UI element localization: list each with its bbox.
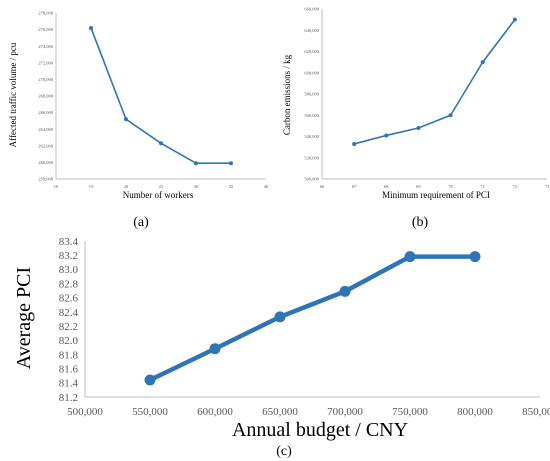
y-tick-label: 500,000 xyxy=(304,177,319,183)
y-tick-label: 260,000 xyxy=(38,160,53,166)
y-tick-label: 81.8 xyxy=(59,349,79,361)
x-tick-label: 550,000 xyxy=(132,406,168,418)
data-point xyxy=(339,285,351,297)
y-tick-label: 640,000 xyxy=(304,28,319,34)
y-tick-labels: 258,000 260,000 262,000 264,000 266,000 268,0… xyxy=(38,11,53,183)
y-tick-label: 580,000 xyxy=(304,92,319,98)
x-tick-label: 70 xyxy=(448,184,453,189)
x-axis-title: Annual budget / CNY xyxy=(232,419,408,441)
data-point xyxy=(416,126,421,130)
y-tick-label: 81.6 xyxy=(59,363,79,375)
y-tick-label: 560,000 xyxy=(304,113,319,119)
x-tick-label: 68 xyxy=(384,184,389,189)
y-tick-label: 266,000 xyxy=(38,110,53,116)
chart-c: 81.2 81.4 81.6 81.8 82.0 82.2 82.4 82.6 82.8 83.0… xyxy=(13,236,550,459)
x-tick-label: 650,000 xyxy=(262,406,298,418)
chart-b: 500,000 520,000 540,000 560,000 580,000 600,0… xyxy=(282,7,550,230)
x-tick-label: 700,000 xyxy=(327,406,363,418)
data-point xyxy=(229,161,233,166)
x-tick-label: 500,000 xyxy=(67,406,103,418)
y-tick-label: 600,000 xyxy=(304,70,319,76)
x-tick-label: 69 xyxy=(416,184,421,189)
y-tick-label: 81.2 xyxy=(59,392,78,404)
y-tick-label: 660,000 xyxy=(304,7,319,13)
data-point xyxy=(384,133,389,138)
y-tick-label: 258,000 xyxy=(38,177,53,183)
data-point xyxy=(144,374,156,386)
series-points xyxy=(144,251,481,386)
y-tick-label: 520,000 xyxy=(304,155,319,161)
caption-b: (b) xyxy=(412,215,429,230)
y-axis-title: Affected traffic volume / pcu xyxy=(8,42,18,147)
y-tick-label: 82.4 xyxy=(59,307,79,319)
y-tick-label: 272,000 xyxy=(38,60,53,66)
data-point xyxy=(124,117,128,122)
data-point xyxy=(159,141,163,146)
y-tick-label: 81.4 xyxy=(59,378,79,390)
data-point xyxy=(448,113,453,118)
y-axis-title: Average PCI xyxy=(13,267,35,369)
y-axis-title: Carbon emissions / kg xyxy=(282,54,292,135)
y-tick-label: 620,000 xyxy=(304,49,319,55)
series-points xyxy=(352,17,517,146)
y-tick-label: 82.8 xyxy=(59,278,79,290)
x-tick-labels: 10 15 20 25 30 35 40 xyxy=(54,184,269,189)
y-tick-label: 83.4 xyxy=(59,236,79,248)
x-tick-label: 71 xyxy=(480,184,485,189)
y-tick-label: 82.2 xyxy=(59,321,78,333)
x-tick-label: 73 xyxy=(545,184,550,189)
data-point xyxy=(209,343,221,355)
x-tick-label: 72 xyxy=(513,184,518,189)
caption-c: (c) xyxy=(276,444,292,459)
x-tick-label: 66 xyxy=(320,184,325,189)
y-tick-label: 82.6 xyxy=(59,293,79,305)
y-tick-labels: 81.2 81.4 81.6 81.8 82.0 82.2 82.4 82.6 82.8 83.0… xyxy=(59,236,79,404)
x-tick-label: 15 xyxy=(89,184,94,189)
series-line xyxy=(353,19,516,145)
x-tick-label: 25 xyxy=(159,184,164,189)
x-tick-label: 850,000 xyxy=(522,406,550,418)
data-point xyxy=(404,251,416,263)
x-tick-label: 67 xyxy=(352,184,357,189)
x-tick-label: 600,000 xyxy=(197,406,233,418)
x-tick-label: 35 xyxy=(229,184,234,189)
data-point xyxy=(194,161,198,166)
data-point xyxy=(89,25,93,30)
series-line xyxy=(149,254,475,383)
x-tick-label: 750,000 xyxy=(392,406,428,418)
x-tick-label: 30 xyxy=(194,184,199,189)
data-point xyxy=(469,251,481,263)
x-axis-title: Number of workers xyxy=(123,190,194,200)
x-axis-title: Minimum requirement of PCI xyxy=(382,190,490,200)
y-tick-label: 264,000 xyxy=(38,127,53,133)
data-point xyxy=(512,17,517,22)
y-tick-label: 278,000 xyxy=(38,11,53,17)
y-tick-label: 83.2 xyxy=(59,250,78,262)
series-points xyxy=(89,25,233,166)
y-tick-label: 83.0 xyxy=(59,264,79,276)
data-point xyxy=(480,60,485,65)
chart-a: 258,000 260,000 262,000 264,000 266,000 268,0… xyxy=(8,11,269,230)
y-tick-labels: 500,000 520,000 540,000 560,000 580,000 600,0… xyxy=(304,7,319,183)
caption-a: (a) xyxy=(133,215,149,230)
y-tick-label: 274,000 xyxy=(38,44,53,50)
y-tick-label: 540,000 xyxy=(304,134,319,140)
x-tick-label: 10 xyxy=(54,184,59,189)
y-tick-label: 270,000 xyxy=(38,77,53,83)
x-tick-label: 800,000 xyxy=(457,406,493,418)
y-tick-label: 262,000 xyxy=(38,143,53,149)
x-tick-label: 40 xyxy=(264,184,269,189)
y-tick-label: 268,000 xyxy=(38,94,53,100)
data-point xyxy=(274,311,286,323)
data-point xyxy=(352,141,357,146)
x-tick-labels: 66 67 68 69 70 71 72 73 xyxy=(320,184,550,189)
y-tick-label: 82.0 xyxy=(59,335,79,347)
y-tick-label: 276,000 xyxy=(38,27,53,33)
x-tick-label: 20 xyxy=(124,184,129,189)
x-tick-labels: 500,000 550,000 600,000 650,000 700,000 750,0… xyxy=(67,406,550,418)
